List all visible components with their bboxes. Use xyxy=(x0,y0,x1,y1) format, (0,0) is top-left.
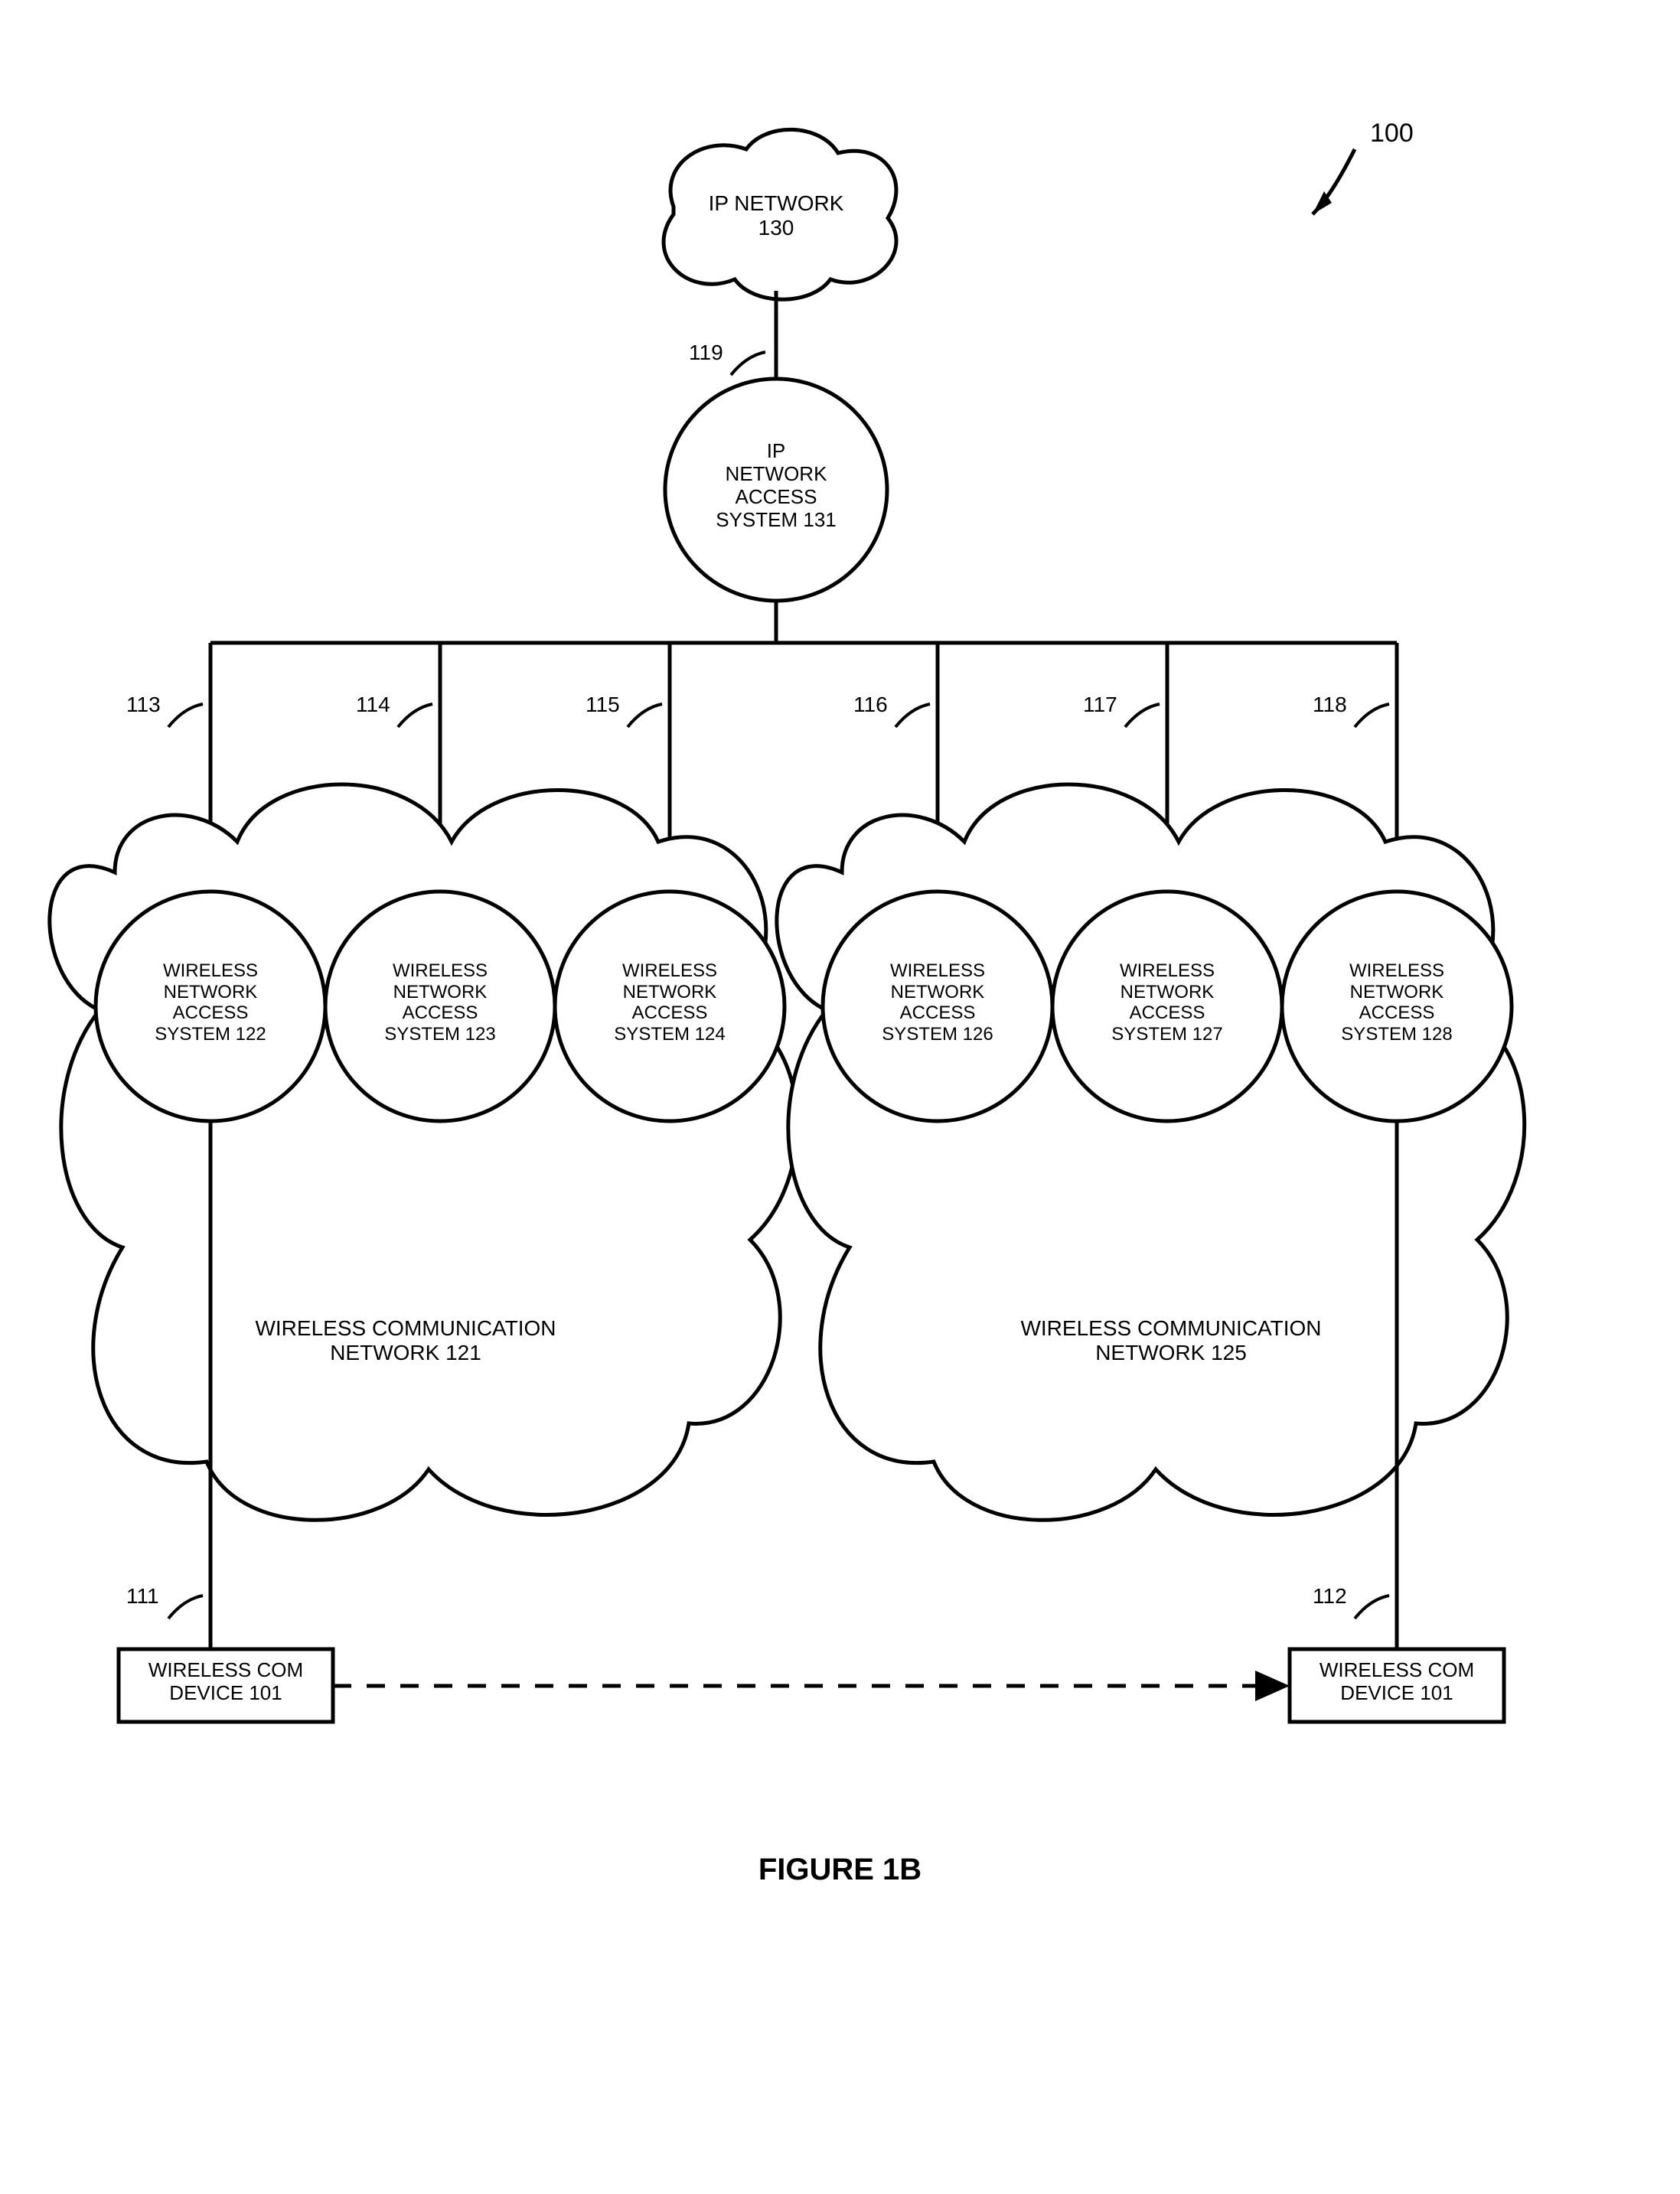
ip-access-label: IP NETWORK ACCESS SYSTEM 131 xyxy=(680,440,872,532)
access-126-label: WIRELESS NETWORK ACCESS SYSTEM 126 xyxy=(838,960,1037,1045)
device-right-label: WIRELESS COM DEVICE 101 xyxy=(1290,1659,1504,1705)
movement-arrow-head xyxy=(1255,1671,1290,1701)
label-117: 117 xyxy=(1083,693,1117,717)
label-113: 113 xyxy=(126,693,161,717)
diagram-page: 100 IP NETWORK 130 IP NETWORK ACCESS SYS… xyxy=(0,0,1680,2194)
label-112: 112 xyxy=(1313,1584,1347,1609)
label-111: 111 xyxy=(126,1584,159,1609)
figure-caption: FIGURE 1B xyxy=(0,1852,1680,1887)
label-119: 119 xyxy=(689,341,723,365)
ip-network-label: IP NETWORK 130 xyxy=(700,191,853,240)
left-network-label: WIRELESS COMMUNICATION NETWORK 121 xyxy=(245,1316,566,1365)
access-127-label: WIRELESS NETWORK ACCESS SYSTEM 127 xyxy=(1068,960,1267,1045)
device-left-label: WIRELESS COM DEVICE 101 xyxy=(119,1659,333,1705)
label-115: 115 xyxy=(586,693,620,717)
label-114: 114 xyxy=(356,693,390,717)
label-116: 116 xyxy=(853,693,888,717)
access-122-label: WIRELESS NETWORK ACCESS SYSTEM 122 xyxy=(111,960,310,1045)
access-128-label: WIRELESS NETWORK ACCESS SYSTEM 128 xyxy=(1297,960,1496,1045)
access-124-label: WIRELESS NETWORK ACCESS SYSTEM 124 xyxy=(570,960,769,1045)
label-118: 118 xyxy=(1313,693,1347,717)
ref-label-100: 100 xyxy=(1370,119,1414,148)
right-network-label: WIRELESS COMMUNICATION NETWORK 125 xyxy=(1010,1316,1332,1365)
access-123-label: WIRELESS NETWORK ACCESS SYSTEM 123 xyxy=(341,960,540,1045)
ref-arrow-100 xyxy=(1313,149,1355,214)
